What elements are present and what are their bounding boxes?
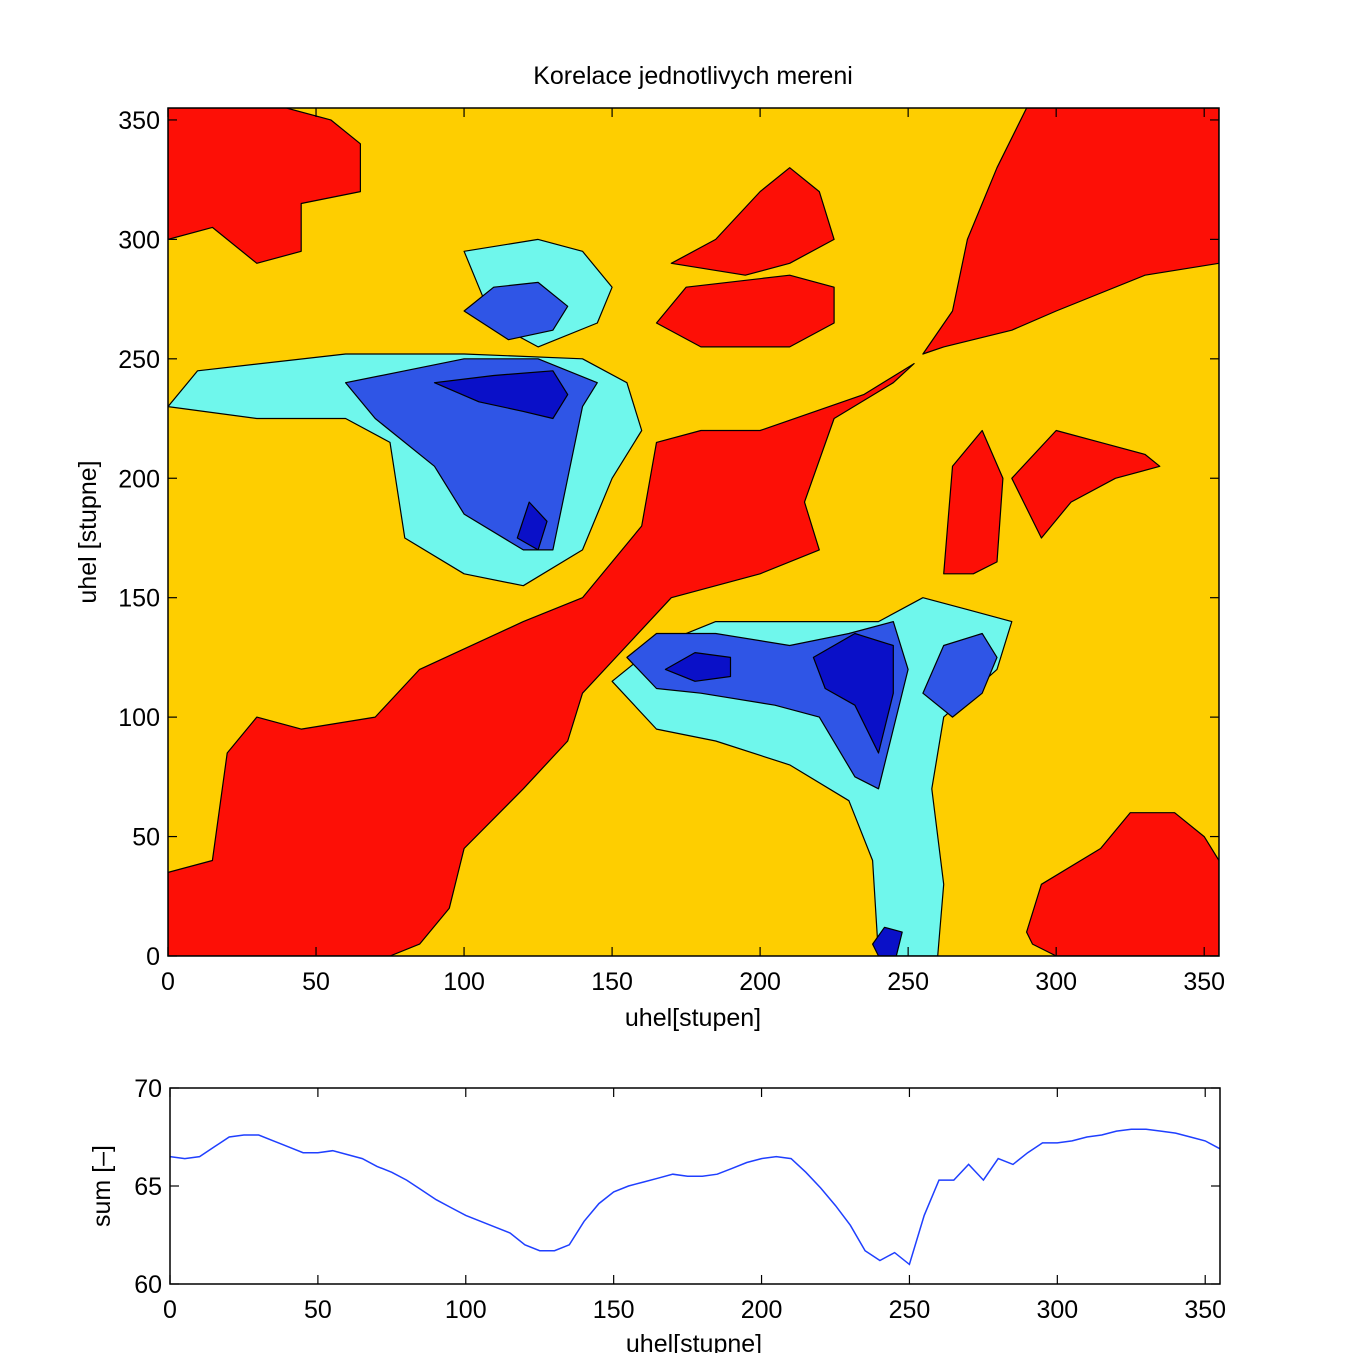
contour-region-diagonal-band (168, 363, 915, 956)
line-y-axis-label: sum [–] (88, 1145, 116, 1227)
line-y-tick-label: 70 (134, 1075, 162, 1103)
contour-plot: Korelace jednotlivych mereni 0 50 100 150 20… (74, 62, 1225, 1032)
contour-region-navy-bottom (871, 926, 903, 956)
line-x-tick-label: 350 (1184, 1296, 1226, 1324)
contour-region-navy-lower-a (664, 651, 732, 682)
line-y-ticks: 60 65 70 (134, 1075, 1220, 1299)
contour-regions (168, 108, 1219, 956)
contour-x-ticks: 0 50 100 150 200 250 300 350 (161, 108, 1225, 996)
contour-x-tick-label: 150 (591, 968, 633, 996)
contour-x-tick-label: 350 (1183, 968, 1225, 996)
line-x-tick-label: 50 (304, 1296, 332, 1324)
contour-y-tick-label: 300 (118, 226, 160, 254)
contour-region-navy-lower-b (812, 632, 894, 754)
contour-y-tick-label: 100 (118, 704, 160, 732)
contour-region-navy-mid (516, 501, 548, 551)
line-plot: 0 50 100 150 200 250 300 350 60 65 70 uhel[stupne… (88, 1075, 1226, 1353)
contour-y-tick-label: 150 (118, 585, 160, 613)
line-x-tick-label: 300 (1036, 1296, 1078, 1324)
contour-x-tick-label: 300 (1035, 968, 1077, 996)
contour-region-blue-lower-right (922, 632, 998, 718)
contour-y-tick-label: 200 (118, 465, 160, 493)
contour-y-tick-label: 50 (132, 824, 160, 852)
contour-x-axis-label: uhel[stupen] (625, 1004, 761, 1032)
contour-y-axis-label: uhel [stupne] (74, 460, 102, 603)
contour-x-tick-label: 250 (887, 968, 929, 996)
contour-y-tick-label: 0 (146, 943, 160, 971)
contour-region-right-middle-a (943, 429, 1004, 575)
line-x-axis-label: uhel[stupne] (626, 1330, 762, 1353)
contour-region-upper-middle-block (655, 274, 835, 348)
contour-frame (167, 107, 1220, 957)
contour-x-tick-label: 0 (161, 968, 175, 996)
line-x-ticks: 0 50 100 150 200 250 300 350 (163, 1088, 1226, 1324)
chart-title: Korelace jednotlivych mereni (533, 62, 853, 90)
contour-y-tick-label: 350 (118, 107, 160, 135)
contour-region-top-middle-block (670, 167, 835, 276)
line-plot-background (170, 1088, 1220, 1284)
contour-region-navy-upper (433, 370, 569, 420)
line-x-tick-label: 0 (163, 1296, 177, 1324)
contour-x-tick-label: 100 (443, 968, 485, 996)
contour-region-top-left-block (168, 108, 361, 264)
contour-region-top-right-block (922, 108, 1219, 355)
contour-region-blue-top (463, 281, 569, 341)
sum-line (169, 1128, 1221, 1266)
contour-x-tick-label: 50 (302, 968, 330, 996)
contour-region-bottom-right-block (1025, 812, 1219, 956)
line-x-tick-label: 150 (593, 1296, 635, 1324)
contour-y-tick-label: 250 (118, 346, 160, 374)
line-x-tick-label: 200 (741, 1296, 783, 1324)
line-y-tick-label: 60 (134, 1271, 162, 1299)
contour-region-right-middle-b (1011, 429, 1161, 539)
line-x-tick-label: 250 (889, 1296, 931, 1324)
contour-x-tick-label: 200 (739, 968, 781, 996)
contour-y-ticks: 0 50 100 150 200 250 300 350 (118, 107, 1219, 971)
line-x-tick-label: 100 (445, 1296, 487, 1324)
line-y-tick-label: 65 (134, 1173, 162, 1201)
